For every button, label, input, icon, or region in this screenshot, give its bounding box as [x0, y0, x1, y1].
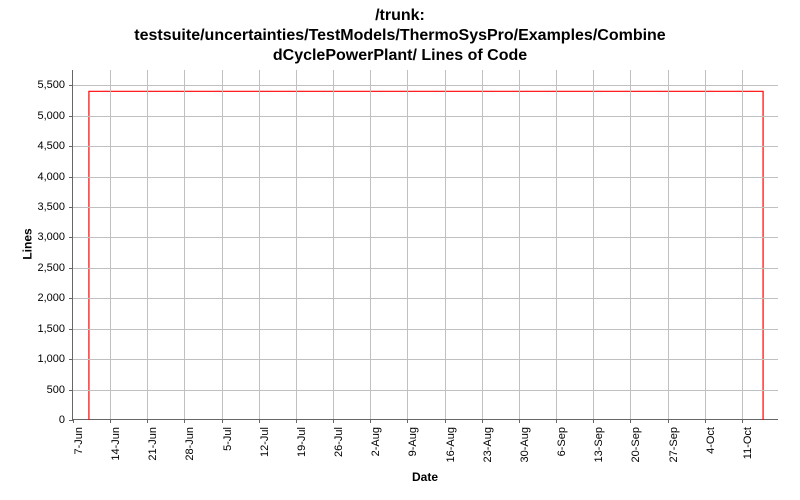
- x-gridline: [593, 70, 594, 419]
- x-tick-label: 19-Jul: [296, 427, 308, 457]
- x-tick-mark: [705, 419, 706, 423]
- x-tick-label: 26-Jul: [333, 427, 345, 457]
- y-gridline: [73, 390, 778, 391]
- x-gridline: [259, 70, 260, 419]
- x-gridline: [519, 70, 520, 419]
- x-gridline: [222, 70, 223, 419]
- x-gridline: [556, 70, 557, 419]
- chart-title: /trunk: testsuite/uncertainties/TestMode…: [0, 6, 800, 66]
- x-tick-label: 7-Jun: [73, 427, 85, 455]
- y-tick-label: 2,500: [37, 262, 73, 274]
- x-tick-label: 20-Sep: [630, 427, 642, 462]
- y-gridline: [73, 268, 778, 269]
- y-gridline: [73, 116, 778, 117]
- y-axis-label: Lines: [21, 228, 35, 259]
- x-gridline: [742, 70, 743, 419]
- x-axis-label: Date: [375, 470, 475, 484]
- y-tick-label: 4,000: [37, 171, 73, 183]
- y-gridline: [73, 329, 778, 330]
- y-gridline: [73, 177, 778, 178]
- x-tick-label: 6-Sep: [556, 427, 568, 456]
- x-gridline: [147, 70, 148, 419]
- x-gridline: [630, 70, 631, 419]
- x-tick-label: 9-Aug: [407, 427, 419, 456]
- x-gridline: [705, 70, 706, 419]
- y-gridline: [73, 146, 778, 147]
- y-tick-label: 3,500: [37, 201, 73, 213]
- x-tick-label: 23-Aug: [482, 427, 494, 462]
- data-line: [73, 70, 779, 420]
- x-gridline: [184, 70, 185, 419]
- x-gridline: [333, 70, 334, 419]
- x-tick-label: 5-Jul: [222, 427, 234, 451]
- x-gridline: [445, 70, 446, 419]
- x-tick-label: 14-Jun: [110, 427, 122, 461]
- x-tick-label: 30-Aug: [519, 427, 531, 462]
- x-gridline: [482, 70, 483, 419]
- y-gridline: [73, 207, 778, 208]
- y-gridline: [73, 359, 778, 360]
- x-tick-mark: [407, 419, 408, 423]
- y-tick-label: 5,000: [37, 110, 73, 122]
- chart-title-line2: testsuite/uncertainties/TestModels/Therm…: [134, 27, 665, 44]
- y-gridline: [73, 85, 778, 86]
- y-gridline: [73, 298, 778, 299]
- y-tick-label: 5,500: [37, 79, 73, 91]
- x-tick-label: 12-Jul: [259, 427, 271, 457]
- y-tick-label: 4,500: [37, 140, 73, 152]
- y-tick-label: 0: [59, 414, 73, 426]
- series-line: [89, 91, 763, 420]
- chart-title-line3: dCyclePowerPlant/ Lines of Code: [273, 47, 527, 64]
- x-tick-label: 27-Sep: [668, 427, 680, 462]
- x-tick-mark: [445, 419, 446, 423]
- y-tick-label: 1,500: [37, 323, 73, 335]
- plot-area: 05001,0001,5002,0002,5003,0003,5004,0004…: [72, 70, 778, 420]
- x-tick-mark: [593, 419, 594, 423]
- y-tick-label: 1,000: [37, 353, 73, 365]
- x-tick-mark: [259, 419, 260, 423]
- x-tick-mark: [73, 419, 74, 423]
- y-tick-label: 2,000: [37, 292, 73, 304]
- x-tick-mark: [370, 419, 371, 423]
- x-gridline: [668, 70, 669, 419]
- x-tick-mark: [147, 419, 148, 423]
- x-tick-mark: [184, 419, 185, 423]
- x-tick-label: 13-Sep: [593, 427, 605, 462]
- chart-title-line1: /trunk:: [375, 7, 425, 24]
- x-gridline: [110, 70, 111, 419]
- x-tick-label: 4-Oct: [705, 427, 717, 454]
- x-tick-mark: [296, 419, 297, 423]
- x-tick-label: 2-Aug: [370, 427, 382, 456]
- x-tick-label: 28-Jun: [184, 427, 196, 461]
- x-tick-mark: [668, 419, 669, 423]
- x-tick-label: 16-Aug: [445, 427, 457, 462]
- x-tick-label: 21-Jun: [147, 427, 159, 461]
- chart-container: /trunk: testsuite/uncertainties/TestMode…: [0, 0, 800, 500]
- x-gridline: [370, 70, 371, 419]
- x-tick-label: 11-Oct: [742, 427, 754, 459]
- y-tick-label: 500: [47, 384, 73, 396]
- x-tick-mark: [742, 419, 743, 423]
- x-tick-mark: [630, 419, 631, 423]
- y-gridline: [73, 237, 778, 238]
- x-tick-mark: [222, 419, 223, 423]
- x-gridline: [296, 70, 297, 419]
- x-tick-mark: [333, 419, 334, 423]
- x-tick-mark: [482, 419, 483, 423]
- x-tick-mark: [556, 419, 557, 423]
- x-tick-mark: [110, 419, 111, 423]
- x-tick-mark: [519, 419, 520, 423]
- y-tick-label: 3,000: [37, 231, 73, 243]
- x-gridline: [407, 70, 408, 419]
